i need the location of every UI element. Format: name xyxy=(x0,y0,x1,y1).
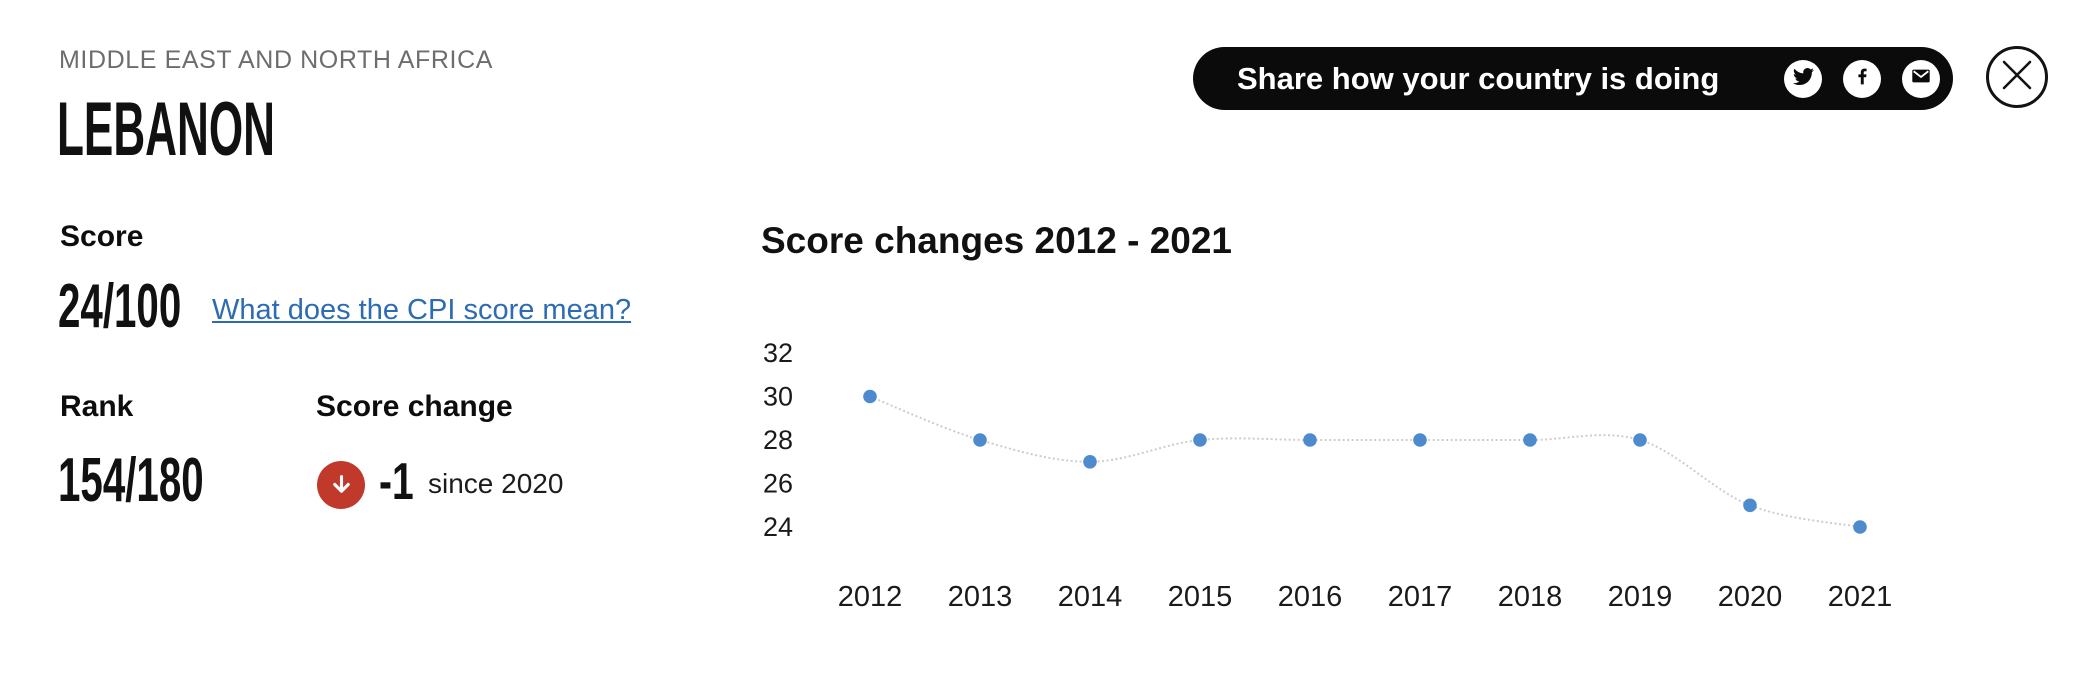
facebook-share-button[interactable] xyxy=(1843,59,1881,98)
rank-value: 154/180 xyxy=(58,446,204,515)
down-arrow-icon xyxy=(317,461,365,509)
score-change-label: Score change xyxy=(316,390,513,423)
x-axis-tick-label: 2020 xyxy=(1718,581,1783,613)
y-axis-tick-label: 32 xyxy=(763,338,793,368)
score-label: Score xyxy=(60,220,144,253)
score-trend-line xyxy=(869,395,1861,528)
data-point[interactable] xyxy=(1523,433,1537,447)
x-axis-tick-label: 2013 xyxy=(948,581,1013,613)
facebook-icon xyxy=(1852,66,1873,92)
region-label: MIDDLE EAST AND NORTH AFRICA xyxy=(59,46,494,74)
close-button[interactable] xyxy=(1986,46,2048,108)
y-axis-tick-label: 24 xyxy=(763,512,793,542)
y-axis-tick-label: 26 xyxy=(763,469,793,499)
x-axis-tick-label: 2021 xyxy=(1828,581,1893,613)
rank-label: Rank xyxy=(60,390,134,423)
cpi-score-meaning-link[interactable]: What does the CPI score mean? xyxy=(212,294,632,326)
x-axis-tick-label: 2016 xyxy=(1278,581,1343,613)
x-axis-tick-label: 2017 xyxy=(1388,581,1453,613)
score-line-chart: 32 30 28 26 24 2012 2013 2014 2015 2016 2017 2018 20… xyxy=(740,330,2030,640)
email-icon xyxy=(1910,65,1932,92)
score-change-note: since 2020 xyxy=(428,468,564,499)
share-bar[interactable]: Share how your country is doing xyxy=(1193,47,1953,110)
score-value: 24/100 xyxy=(58,272,182,341)
x-axis-tick-label: 2012 xyxy=(838,581,903,613)
chart-title: Score changes 2012 - 2021 xyxy=(761,220,1233,261)
data-point[interactable] xyxy=(1083,455,1097,469)
y-axis-tick-label: 30 xyxy=(763,382,793,412)
data-point[interactable] xyxy=(1743,498,1757,513)
close-icon xyxy=(1999,57,2035,98)
share-icons-group xyxy=(1784,59,1940,98)
twitter-share-button[interactable] xyxy=(1784,59,1822,98)
data-point[interactable] xyxy=(1413,433,1427,447)
x-axis-tick-label: 2015 xyxy=(1168,581,1233,613)
x-axis-tick-label: 2014 xyxy=(1058,581,1123,613)
data-point[interactable] xyxy=(1193,433,1207,447)
x-axis-tick-label: 2019 xyxy=(1608,581,1673,613)
data-point[interactable] xyxy=(1633,433,1647,447)
data-point[interactable] xyxy=(863,389,877,404)
data-point[interactable] xyxy=(973,433,987,447)
data-point[interactable] xyxy=(1303,433,1317,447)
score-change-value: -1 xyxy=(379,453,414,511)
x-axis-tick-label: 2018 xyxy=(1498,581,1563,613)
email-share-button[interactable] xyxy=(1902,59,1940,98)
share-bar-label: Share how your country is doing xyxy=(1237,60,1720,96)
y-axis-tick-label: 28 xyxy=(763,425,793,455)
country-name: LEBANON xyxy=(57,87,275,172)
twitter-icon xyxy=(1792,66,1814,92)
data-point[interactable] xyxy=(1853,520,1867,534)
